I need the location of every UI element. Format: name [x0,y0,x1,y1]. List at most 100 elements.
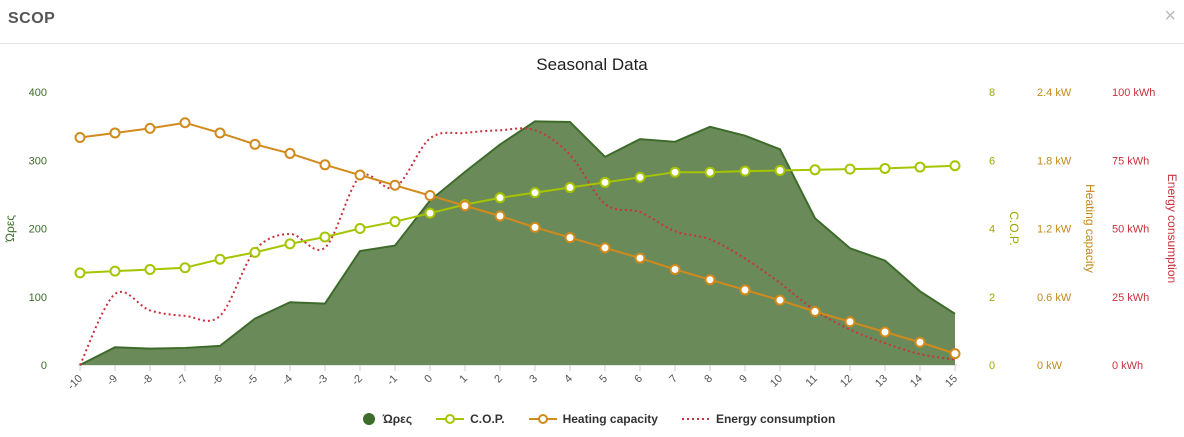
legend-label: Ώρες [382,412,413,426]
x-tick-label: 14 [908,373,925,390]
x-tick-label: -2 [350,373,365,388]
x-tick-label: 11 [804,373,821,390]
legend-marker [362,413,375,425]
capacity-point [144,122,156,134]
x-tick-label: -1 [385,373,400,388]
x-tick-label: 13 [873,373,890,390]
capacity-point [74,132,86,143]
capacity-point [389,179,401,191]
cop-point [704,166,716,178]
capacity-point [914,336,926,348]
cop-tick-label: 2 [989,292,995,304]
cop-point [634,171,646,183]
legend-symbol [362,413,375,425]
close-icon[interactable]: × [1164,5,1176,27]
cop-point [354,223,366,234]
capacity-tick-label: 0 kW [1037,360,1063,372]
hours-tick-label: 0 [41,360,47,372]
cop-point [739,165,751,177]
energy-tick-label: 25 kWh [1112,292,1149,304]
capacity-tick-label: 2.4 kW [1037,87,1072,99]
cop-point [144,263,156,275]
capacity-point [739,284,751,296]
hours-line [79,120,956,366]
capacity-point [459,200,471,212]
capacity-tick-label: 1.2 kW [1037,224,1072,236]
cop-point [844,163,856,175]
cop-point [249,246,261,258]
cop-point [529,187,541,199]
x-tick-label: -7 [175,373,190,388]
hours-tick-label: 200 [29,224,47,236]
legend-marker [445,414,456,424]
capacity-point [634,252,646,264]
capacity-tick-label: 1.8 kW [1037,155,1072,167]
x-tick-label: 12 [838,373,855,390]
x-tick-label: 7 [667,373,680,386]
cop-point [74,267,86,279]
cop-point [494,192,506,204]
capacity-axis-title: Heating capacity [1083,184,1097,273]
capacity-point [319,159,331,171]
cop-tick-label: 0 [989,360,995,372]
capacity-point [284,147,296,159]
legend-symbol [681,418,710,420]
cop-point [669,166,681,178]
x-tick-label: -4 [280,373,295,388]
capacity-point [949,348,961,360]
capacity-point [424,190,436,202]
capacity-point [809,306,821,318]
cop-point [424,207,436,219]
legend-item[interactable]: Ώρες [349,412,412,426]
x-tick-label: -8 [140,373,155,388]
x-tick-label: 8 [702,373,715,386]
capacity-point [879,326,891,338]
x-tick-label: 15 [943,373,960,390]
capacity-point [704,274,716,286]
x-tick-label: -3 [315,373,330,388]
hours-tick-label: 300 [29,155,47,167]
legend-label: C.O.P. [470,412,505,426]
x-tick-label: 10 [768,373,785,390]
capacity-point [669,263,681,275]
cop-point [319,231,331,243]
capacity-point [599,242,611,254]
cop-line [79,164,956,274]
x-tick-label: -9 [105,373,120,388]
legend-marker [537,414,548,424]
capacity-line [79,121,956,355]
hours-tick-label: 400 [29,87,47,99]
cop-point [774,164,786,176]
capacity-point [529,221,541,233]
x-tick-label: 3 [527,373,540,386]
capacity-point [354,169,366,181]
capacity-point [494,210,506,222]
x-tick-label: -10 [65,373,85,393]
cop-point [599,176,611,188]
legend-item[interactable]: C.O.P. [436,412,505,426]
energy-tick-label: 75 kWh [1112,155,1149,167]
cop-tick-label: 4 [989,224,995,236]
x-tick-label: 4 [562,373,575,386]
modal-title: SCOP [8,10,56,27]
capacity-point [179,117,191,129]
hours-tick-label: 100 [29,292,47,304]
cop-point [109,265,121,277]
legend-item[interactable]: Energy consumption [681,412,835,426]
cop-point [179,262,191,274]
capacity-point [844,316,856,328]
cop-point [949,160,961,172]
cop-point [914,161,926,173]
legend-item[interactable]: Heating capacity [528,412,658,426]
capacity-point [214,127,226,139]
capacity-point [774,294,786,306]
energy-tick-label: 100 kWh [1112,87,1155,99]
energy-axis-title: Energy consumption [1165,174,1179,283]
cop-tick-label: 8 [989,87,995,99]
x-tick-label: 5 [597,373,610,386]
cop-point [389,216,401,228]
chart-title: Seasonal Data [536,55,648,74]
x-tick-label: 0 [422,373,435,386]
x-tick-label: 2 [492,373,505,386]
